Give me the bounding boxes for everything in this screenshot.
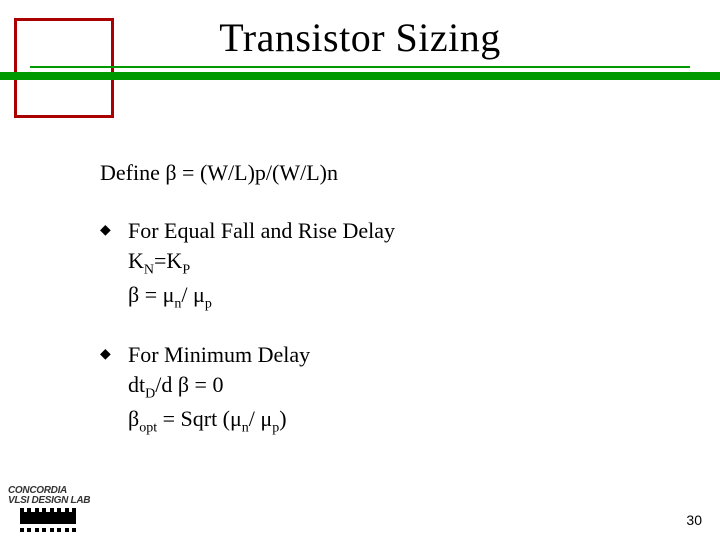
bullet-item: ◆ For Equal Fall and Rise Delay KN=KP β … bbox=[100, 216, 660, 314]
title-underline-thin bbox=[30, 66, 690, 68]
subscript: n bbox=[242, 421, 249, 436]
subscript: p bbox=[205, 296, 212, 311]
define-line: Define β = (W/L)p/(W/L)n bbox=[100, 160, 660, 186]
subscript: P bbox=[182, 262, 190, 277]
bullet-head: For Equal Fall and Rise Delay bbox=[128, 218, 395, 243]
subscript: opt bbox=[139, 421, 157, 436]
text-run: K bbox=[128, 248, 144, 273]
logo-block: CONCORDIA VLSI DESIGN LAB bbox=[8, 486, 90, 532]
bullet-body: For Minimum Delay dtD/d β = 0 βopt = Sqr… bbox=[128, 340, 310, 438]
subscript: D bbox=[145, 386, 155, 401]
slide-title: Transistor Sizing bbox=[0, 14, 720, 61]
title-underline-thick bbox=[0, 72, 720, 80]
text-run: = Sqrt (μ bbox=[157, 406, 242, 431]
bullet-marker-icon: ◆ bbox=[100, 216, 128, 239]
bullet-marker-icon: ◆ bbox=[100, 340, 128, 363]
text-run: ) bbox=[279, 406, 286, 431]
chip-pins-bottom bbox=[20, 528, 76, 532]
bullet-body: For Equal Fall and Rise Delay KN=KP β = … bbox=[128, 216, 395, 314]
slide: Transistor Sizing Define β = (W/L)p/(W/L… bbox=[0, 0, 720, 540]
text-run: / μ bbox=[181, 282, 204, 307]
logo-line2: VLSI DESIGN LAB bbox=[8, 496, 90, 506]
bullet-item: ◆ For Minimum Delay dtD/d β = 0 βopt = S… bbox=[100, 340, 660, 438]
subscript: N bbox=[144, 262, 154, 277]
text-run: /d β = 0 bbox=[155, 372, 223, 397]
chip-icon bbox=[8, 508, 88, 532]
text-run: β = μ bbox=[128, 282, 174, 307]
title-area: Transistor Sizing bbox=[0, 14, 720, 61]
text-run: / μ bbox=[249, 406, 272, 431]
content-area: Define β = (W/L)p/(W/L)n ◆ For Equal Fal… bbox=[100, 160, 660, 465]
text-run: =K bbox=[154, 248, 182, 273]
page-number: 30 bbox=[686, 512, 702, 528]
text-run: dt bbox=[128, 372, 145, 397]
text-run: β bbox=[128, 406, 139, 431]
chip-body bbox=[20, 512, 76, 524]
bullet-head: For Minimum Delay bbox=[128, 342, 310, 367]
